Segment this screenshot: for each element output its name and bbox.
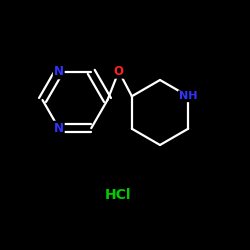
Text: O: O (114, 65, 124, 78)
Text: HCl: HCl (104, 188, 131, 202)
Text: N: N (54, 65, 64, 78)
Text: NH: NH (179, 91, 198, 101)
Text: N: N (54, 122, 64, 135)
